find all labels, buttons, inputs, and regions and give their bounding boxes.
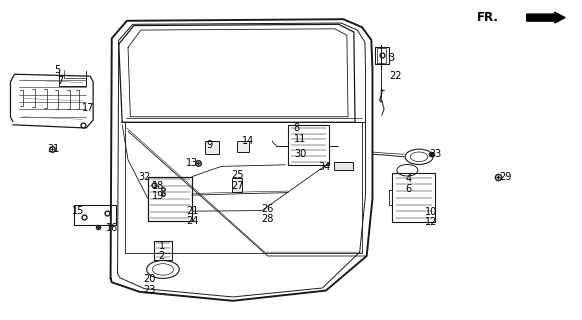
- Text: 13: 13: [186, 158, 198, 168]
- Text: 19: 19: [152, 191, 165, 201]
- Text: 18: 18: [152, 181, 165, 191]
- FancyArrow shape: [527, 12, 565, 23]
- Text: 4: 4: [406, 174, 411, 184]
- Text: 26: 26: [261, 204, 274, 214]
- Text: 21: 21: [186, 205, 198, 216]
- Text: 8: 8: [294, 123, 300, 133]
- Text: 10: 10: [424, 207, 437, 217]
- Text: 29: 29: [499, 172, 512, 182]
- Text: 20: 20: [143, 274, 155, 284]
- Text: 2: 2: [159, 251, 165, 261]
- Text: 24: 24: [186, 216, 198, 226]
- Bar: [334, 162, 353, 170]
- Text: 34: 34: [318, 162, 331, 172]
- Bar: [237, 141, 249, 152]
- Text: 33: 33: [429, 149, 442, 159]
- Text: 25: 25: [231, 170, 244, 180]
- Text: 11: 11: [294, 134, 307, 144]
- Text: FR.: FR.: [477, 11, 499, 24]
- Text: 3: 3: [388, 52, 394, 63]
- Text: 9: 9: [207, 140, 212, 150]
- Text: 6: 6: [406, 184, 411, 195]
- Bar: [205, 141, 219, 154]
- Text: 31: 31: [47, 144, 60, 155]
- Text: 17: 17: [82, 103, 95, 113]
- Text: 7: 7: [58, 76, 63, 86]
- Text: 12: 12: [424, 217, 437, 228]
- Text: 30: 30: [294, 149, 307, 159]
- Bar: [232, 178, 242, 192]
- Text: 15: 15: [72, 206, 84, 216]
- Text: 16: 16: [105, 223, 118, 233]
- Text: 28: 28: [261, 214, 274, 224]
- Text: 23: 23: [143, 284, 155, 295]
- Text: 27: 27: [231, 180, 244, 191]
- Text: 14: 14: [242, 136, 254, 147]
- Text: 1: 1: [159, 241, 165, 252]
- Text: 32: 32: [138, 172, 151, 182]
- Text: 22: 22: [389, 71, 402, 81]
- Text: 5: 5: [54, 65, 60, 76]
